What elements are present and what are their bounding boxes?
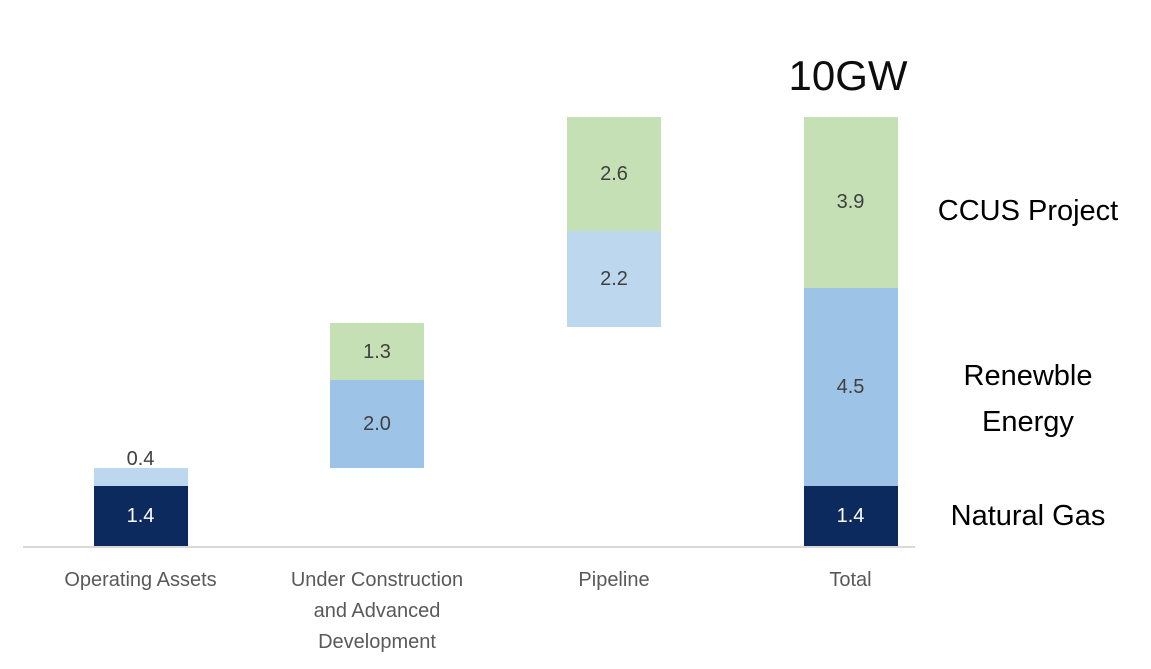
bar-segment-total-ccus-project: [803, 116, 898, 288]
bar-segment-operating-assets-renewble-energy: [93, 467, 188, 486]
x-axis-line: [23, 546, 915, 548]
data-label-total-ccus-project: 3.9: [836, 191, 865, 214]
bar-segment-total-renewble-energy: [803, 287, 898, 486]
data-label-pipeline-renewble-energy: 2.2: [600, 268, 628, 291]
series-label-natural-gas: Natural Gas: [950, 500, 1106, 532]
data-label-under-construction-and-advanced-development-renewble-energy: 2.0: [363, 413, 391, 436]
x-axis-label-under-construction: Under Construction and Advanced Developm…: [290, 569, 464, 653]
series-label-ccus-project: CCUS Project: [937, 195, 1119, 227]
x-axis-label-operating-assets: Operating Assets: [64, 569, 217, 591]
x-axis-label-total: Total: [829, 569, 872, 591]
chart-title: 10GW: [788, 52, 908, 99]
bar-segment-pipeline-ccus-project: [567, 116, 661, 231]
x-axis-label-pipeline: Pipeline: [578, 569, 650, 591]
bar-segment-total-natural-gas: [803, 485, 898, 547]
bar-segment-under-construction-and-advanced-development-renewble-energy: [330, 380, 424, 468]
data-label-operating-assets-natural-gas: 1.4: [126, 505, 155, 528]
data-label-operating-assets-renewble-energy: 0.4: [126, 447, 155, 470]
bar-segment-pipeline-renewble-energy: [567, 230, 661, 328]
series-label-renewable-energy: Renewble Energy: [963, 360, 1093, 438]
bar-segment-under-construction-and-advanced-development-ccus-project: [330, 323, 424, 381]
data-label-total-natural-gas: 1.4: [836, 505, 865, 528]
bar-segment-operating-assets-natural-gas: [93, 485, 188, 547]
data-label-pipeline-ccus-project: 2.6: [600, 162, 628, 185]
data-label-under-construction-and-advanced-development-ccus-project: 1.3: [363, 340, 391, 363]
data-label-total-renewble-energy: 4.5: [836, 375, 865, 398]
